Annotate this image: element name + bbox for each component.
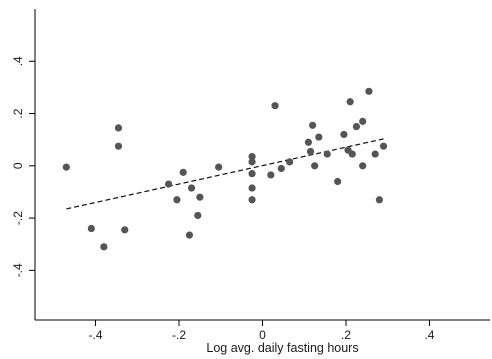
data-point (323, 150, 331, 158)
data-point (114, 142, 123, 150)
data-point (248, 196, 256, 204)
data-point (277, 164, 285, 173)
data-point (187, 184, 196, 192)
data-point (196, 193, 204, 201)
data-point (311, 162, 319, 170)
data-point (248, 184, 256, 192)
data-point (121, 226, 129, 234)
data-point (346, 98, 354, 106)
data-point (248, 153, 256, 161)
x-tick-label: .4 (424, 328, 434, 342)
x-tick-label: .2 (341, 328, 351, 342)
data-point (340, 130, 348, 139)
points-layer (62, 87, 388, 251)
data-point (352, 123, 361, 131)
y-tick-label: -.4 (11, 263, 25, 277)
data-point (248, 170, 256, 178)
data-point (87, 224, 95, 233)
x-tick-label: -.4 (89, 328, 103, 342)
data-point (371, 150, 379, 158)
data-point (248, 158, 256, 166)
fit-line-layer (66, 138, 384, 210)
data-point (359, 162, 367, 170)
x-tick-label: -.2 (172, 328, 186, 342)
x-tick-label: 0 (259, 328, 266, 342)
data-point (215, 163, 223, 171)
data-point (173, 196, 181, 204)
data-point (348, 150, 356, 158)
data-point (334, 177, 342, 186)
data-point (185, 231, 194, 239)
data-point (286, 158, 294, 166)
y-tick-label: -.2 (11, 211, 25, 225)
y-tick-label: 0 (11, 162, 25, 169)
axes: -.4 -.2 0 .2 .4 -.4 -.2 0 .2 .4 (11, 9, 490, 342)
data-point (308, 121, 317, 129)
data-point (271, 102, 279, 110)
x-axis-label: Log avg. daily fasting hours (206, 341, 358, 355)
data-point (114, 124, 123, 132)
data-point (375, 196, 383, 204)
data-point (164, 180, 173, 188)
data-point (315, 133, 323, 141)
data-point (306, 147, 315, 156)
y-tick-label: .4 (11, 56, 25, 66)
data-point (365, 87, 373, 95)
fit-line (66, 138, 384, 210)
data-point (304, 138, 313, 146)
data-point (194, 211, 202, 220)
data-point (267, 171, 275, 179)
y-tick-label: .2 (11, 108, 25, 118)
data-point (62, 163, 70, 171)
data-point (179, 168, 187, 176)
data-point (100, 243, 108, 251)
data-point (359, 117, 367, 125)
data-point (379, 142, 388, 150)
